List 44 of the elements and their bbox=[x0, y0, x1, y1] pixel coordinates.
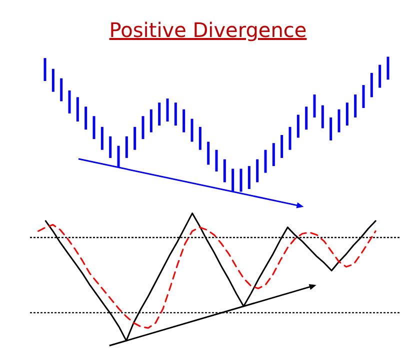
candlestick bbox=[190, 118, 194, 142]
candlestick bbox=[198, 126, 202, 150]
candlestick bbox=[174, 102, 177, 126]
candlestick bbox=[100, 126, 104, 150]
candlestick bbox=[117, 146, 120, 168]
candlestick bbox=[223, 159, 226, 182]
candlestick bbox=[240, 168, 242, 192]
candlestick bbox=[84, 106, 88, 130]
candlestick bbox=[296, 114, 300, 138]
candlestick bbox=[68, 90, 71, 114]
candlestick bbox=[76, 97, 79, 122]
candlestick bbox=[232, 168, 234, 192]
candlestick bbox=[354, 94, 357, 118]
candlestick bbox=[166, 98, 169, 122]
candlestick bbox=[330, 117, 332, 140]
candlestick bbox=[150, 109, 152, 132]
candlestick bbox=[215, 150, 218, 172]
candlestick bbox=[248, 166, 250, 189]
candlestick bbox=[362, 85, 365, 108]
candlestick bbox=[313, 94, 316, 118]
candlestick bbox=[264, 150, 267, 173]
candlestick bbox=[44, 58, 46, 81]
candlestick bbox=[370, 72, 373, 98]
candlestick bbox=[142, 116, 144, 140]
candlestick bbox=[158, 102, 161, 126]
candlestick bbox=[305, 106, 308, 130]
candlestick bbox=[272, 143, 275, 166]
candlestick bbox=[321, 105, 324, 128]
candlestick bbox=[125, 136, 128, 158]
candlestick bbox=[256, 159, 259, 182]
candlestick bbox=[280, 135, 284, 158]
candlestick bbox=[60, 78, 63, 102]
candlestick bbox=[92, 116, 96, 140]
candlestick bbox=[288, 126, 292, 150]
candlestick bbox=[109, 136, 112, 158]
candlestick bbox=[378, 64, 382, 88]
candlestick bbox=[346, 102, 348, 126]
candlestick bbox=[134, 126, 136, 150]
candlestick bbox=[338, 109, 340, 132]
candlestick bbox=[52, 68, 54, 92]
chart-title: Positive Divergence bbox=[109, 18, 307, 42]
candlestick bbox=[182, 109, 186, 132]
candlestick bbox=[207, 142, 210, 165]
candlestick bbox=[386, 56, 390, 80]
